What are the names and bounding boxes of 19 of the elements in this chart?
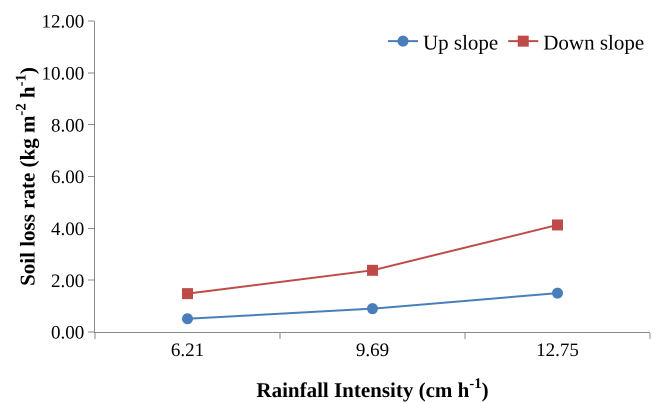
legend-label: Up slope	[423, 30, 498, 54]
y-tick-label: 2.00	[50, 270, 84, 292]
y-tick-label: 0.00	[50, 322, 84, 344]
x-tick-label: 6.21	[170, 340, 204, 361]
x-tick-label: 9.69	[356, 340, 390, 361]
y-tick-label: 10.00	[41, 63, 84, 84]
y-tick-label: 6.00	[50, 167, 84, 188]
legend-label: Down slope	[543, 30, 644, 54]
y-tick-label: 12.00	[41, 12, 84, 33]
y-tick-label: 8.00	[50, 115, 84, 136]
point	[367, 303, 378, 314]
x-tick-label: 12.75	[536, 340, 579, 361]
point	[182, 313, 193, 324]
point	[182, 288, 193, 300]
point	[367, 264, 378, 276]
point	[552, 288, 563, 299]
y-tick-label: 4.00	[50, 218, 84, 240]
point	[552, 219, 563, 230]
x-axis-title: Rainfall Intensity (cm h$^{-1}$)	[256, 376, 489, 402]
